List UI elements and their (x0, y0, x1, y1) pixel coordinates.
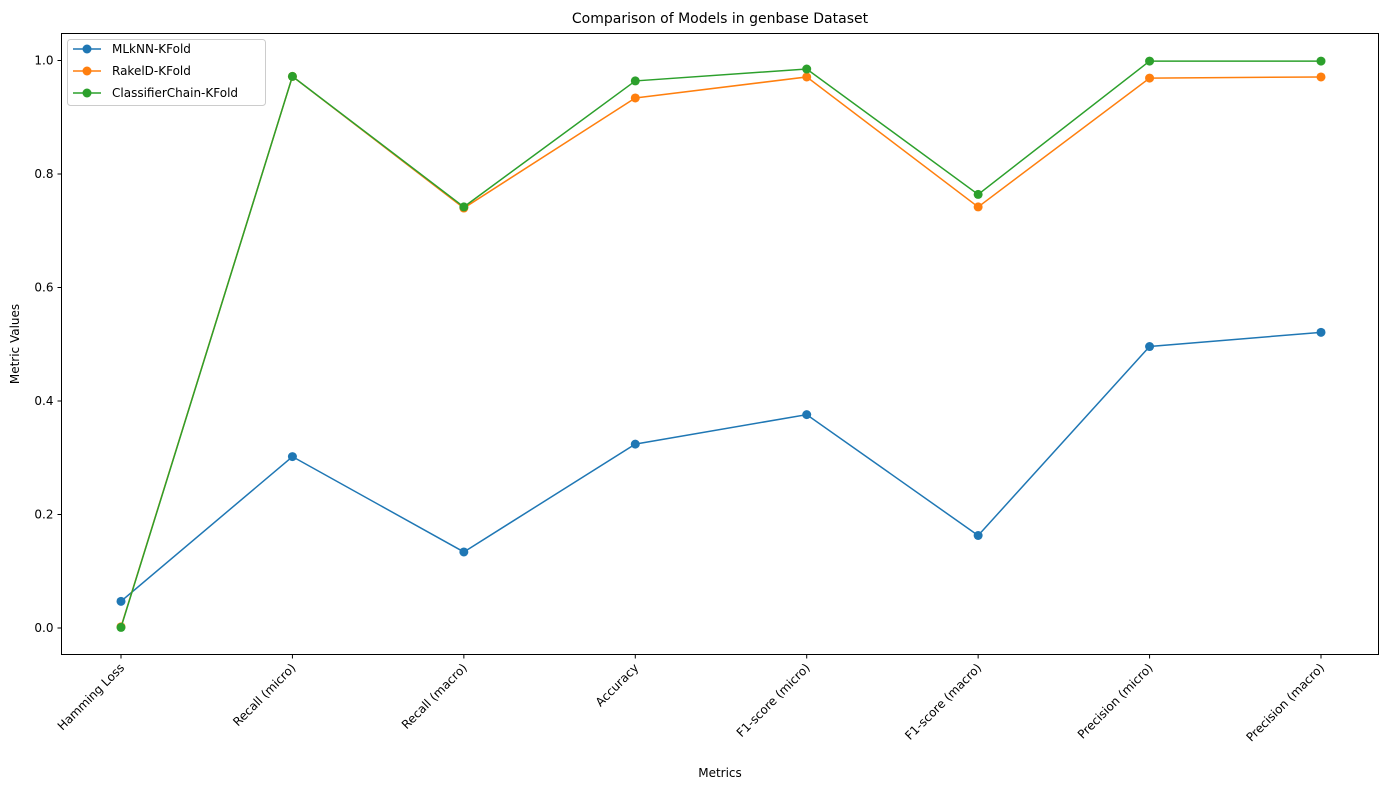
data-point (287, 452, 297, 462)
x-axis: Hamming Loss Recall (micro) Recall (macro)… (55, 654, 1327, 745)
legend: MLkNN-KFold RakelD-KFold ClassifierChain-K… (67, 39, 266, 106)
data-point (1145, 73, 1155, 83)
x-tick-label: Hamming Loss (55, 661, 127, 733)
y-axis-label: Metric Values (8, 304, 22, 384)
y-tick-label: 1.0 (34, 54, 53, 68)
data-point (1145, 342, 1155, 352)
data-point (1316, 56, 1326, 66)
y-tick-label: 0.8 (34, 167, 53, 181)
data-point (802, 410, 812, 420)
data-point (287, 71, 297, 81)
plot-area (61, 33, 1379, 655)
data-point (973, 202, 983, 212)
data-point (973, 189, 983, 199)
data-point (802, 64, 812, 74)
y-tick-label: 0.4 (34, 394, 53, 408)
legend-marker (82, 44, 92, 54)
x-tick-label: Recall (micro) (230, 661, 298, 729)
series-line-1 (120, 331, 1322, 602)
data-point (973, 530, 983, 540)
legend-marker (82, 88, 92, 98)
legend-label: ClassifierChain-KFold (112, 86, 238, 100)
x-axis-label: Metrics (698, 766, 742, 780)
series-line-3 (120, 60, 1321, 628)
data-point (630, 439, 640, 449)
y-tick-label: 0.0 (34, 621, 53, 635)
x-tick-label: Precision (micro) (1075, 661, 1156, 742)
data-point (459, 202, 469, 212)
y-axis: 0.0 0.2 0.4 0.6 0.8 1.0 (34, 54, 62, 635)
x-tick-label: Precision (macro) (1243, 661, 1327, 745)
legend-label: RakelD-KFold (112, 64, 191, 78)
data-point (802, 72, 812, 82)
chart-title: Comparison of Models in genbase Dataset (572, 11, 869, 27)
legend-label: MLkNN-KFold (112, 42, 191, 56)
legend-marker (82, 66, 92, 76)
x-tick-label: Recall (macro) (399, 661, 470, 732)
data-point (1316, 72, 1326, 82)
data-point (1316, 327, 1326, 337)
x-tick-label: Accuracy (593, 661, 642, 710)
data-point (630, 93, 640, 103)
data-point (459, 547, 469, 557)
series-group (116, 56, 1326, 632)
data-point (630, 76, 640, 86)
y-tick-label: 0.6 (34, 281, 53, 295)
x-tick-label: F1-score (micro) (734, 661, 813, 740)
data-point (1145, 56, 1155, 66)
x-tick-label: F1-score (macro) (902, 661, 984, 743)
data-point (116, 596, 126, 606)
legend-box (67, 39, 266, 106)
y-tick-label: 0.2 (34, 508, 53, 522)
data-point (116, 622, 126, 632)
